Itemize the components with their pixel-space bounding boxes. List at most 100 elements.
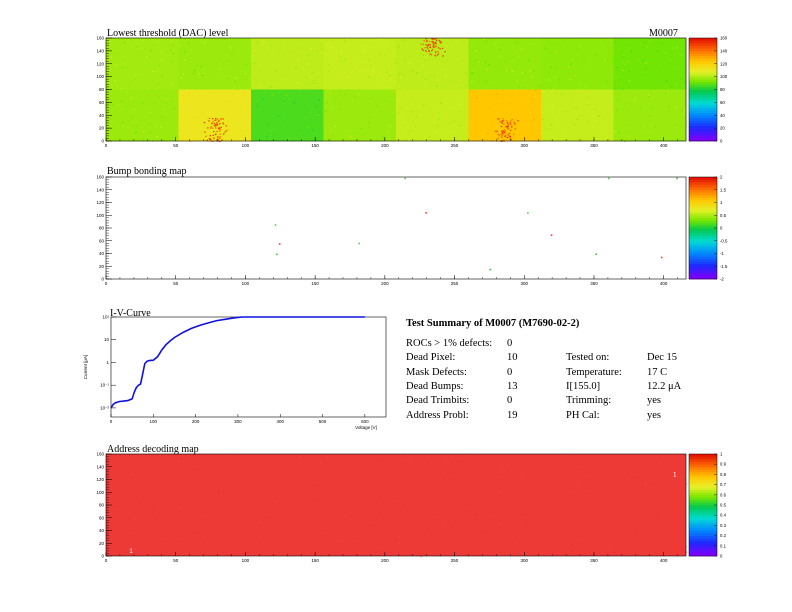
threshold-hotspot-pixel [218,119,220,122]
threshold-pixel-noise [445,98,447,100]
address-map-noise [634,477,636,479]
threshold-pixel-noise [118,103,121,105]
threshold-pixel-noise [281,126,284,128]
threshold-pixel-noise [437,105,440,107]
threshold-hotspot-pixel [225,130,228,132]
threshold-pixel-noise [161,59,163,61]
map1-colorbar-label: 0.5 [720,213,727,218]
threshold-pixel-noise [518,76,520,78]
threshold-hotspot-pixel [500,125,503,128]
threshold-pixel-noise [637,59,639,61]
summary-row-label2: Temperature: [566,366,622,378]
iv-x-tick-label: 400 [276,419,284,424]
threshold-pixel-noise [135,45,137,48]
address-map-noise [459,482,461,484]
threshold-pixel-noise [591,126,594,128]
threshold-pixel-noise [240,87,242,89]
threshold-pixel-noise [574,63,576,65]
dead-bump-point [607,177,610,180]
address-map-noise [577,465,579,467]
threshold-pixel-noise [114,80,116,82]
address-map-noise [475,513,477,515]
threshold-hotspot-pixel [208,138,211,140]
threshold-hotspot-pixel [427,44,429,46]
threshold-pixel-noise [213,87,216,89]
threshold-pixel-noise [599,139,602,141]
threshold-pixel-noise [384,42,386,44]
threshold-pixel-noise [427,115,429,117]
threshold-pixel-noise [393,52,396,55]
threshold-hotspot-pixel [434,38,436,40]
threshold-pixel-noise [292,70,295,72]
threshold-pixel-noise [416,60,419,62]
threshold-hotspot-pixel [215,127,217,129]
threshold-pixel-noise [128,139,131,141]
threshold-hotspot-pixel [219,118,222,120]
threshold-pixel-noise [531,43,533,45]
map3-colorbar-band [689,492,717,496]
threshold-pixel-noise [546,127,549,130]
threshold-pixel-noise [372,70,374,72]
threshold-pixel-noise [401,129,404,131]
threshold-pixel-noise [183,113,185,116]
address-map-noise [608,544,610,546]
threshold-hotspot-pixel [215,123,218,125]
threshold-pixel-noise [667,63,670,65]
summary-row-value: 0 [507,338,513,349]
threshold-hotspot-pixel [215,117,217,120]
threshold-pixel-noise [409,62,411,64]
address-map-noise [577,483,579,485]
threshold-hotspot-pixel [497,137,499,140]
threshold-pixel-noise [149,112,151,114]
map3-colorbar-label: 0.1 [720,543,727,548]
threshold-pixel-noise [168,100,171,102]
threshold-pixel-noise [582,88,584,90]
threshold-hotspot-pixel [509,123,512,125]
threshold-pixel-noise [585,96,588,98]
threshold-pixel-noise [541,132,543,134]
map1-colorbar-band [689,263,717,267]
address-map-noise [527,500,530,502]
map0-colorbar-label: 120 [720,61,728,66]
threshold-pixel-noise [442,117,444,119]
threshold-pixel-noise [476,97,478,99]
iv-curve-title: I-V-Curve [110,308,151,319]
threshold-pixel-noise [614,139,617,142]
threshold-pixel-noise [313,79,315,82]
threshold-pixel-noise [475,59,478,62]
threshold-pixel-noise [327,64,330,66]
threshold-pixel-noise [117,53,119,55]
map0-colorbar-band [689,125,717,129]
threshold-pixel-noise [662,75,665,77]
threshold-pixel-noise [636,138,638,140]
threshold-hotspot-pixel [209,135,211,137]
threshold-pixel-noise [428,52,430,54]
threshold-pixel-noise [271,110,274,113]
threshold-pixel-noise [211,137,213,139]
threshold-pixel-noise [429,139,431,142]
threshold-hotspot-pixel [435,39,438,42]
threshold-hotspot-pixel [507,124,509,126]
threshold-pixel-noise [628,110,630,112]
map3-colorbar-band [689,515,717,519]
threshold-pixel-noise [445,67,447,70]
address-map-noise [399,477,401,479]
threshold-pixel-noise [219,75,222,77]
threshold-pixel-noise [417,104,420,106]
threshold-pixel-noise [199,89,202,91]
threshold-pixel-noise [300,129,302,131]
threshold-pixel-noise [225,119,228,121]
threshold-pixel-noise [654,116,657,119]
threshold-pixel-noise [215,135,218,137]
threshold-pixel-noise [134,74,137,76]
threshold-hotspot-pixel [435,43,437,45]
address-map-noise [115,548,117,550]
address-map-noise [426,543,428,545]
threshold-pixel-noise [150,107,152,109]
threshold-pixel-noise [324,119,327,121]
threshold-pixel-noise [235,130,238,132]
address-map-noise [539,525,541,527]
threshold-pixel-noise [226,60,228,62]
threshold-pixel-noise [663,54,666,56]
threshold-pixel-noise [522,80,524,82]
